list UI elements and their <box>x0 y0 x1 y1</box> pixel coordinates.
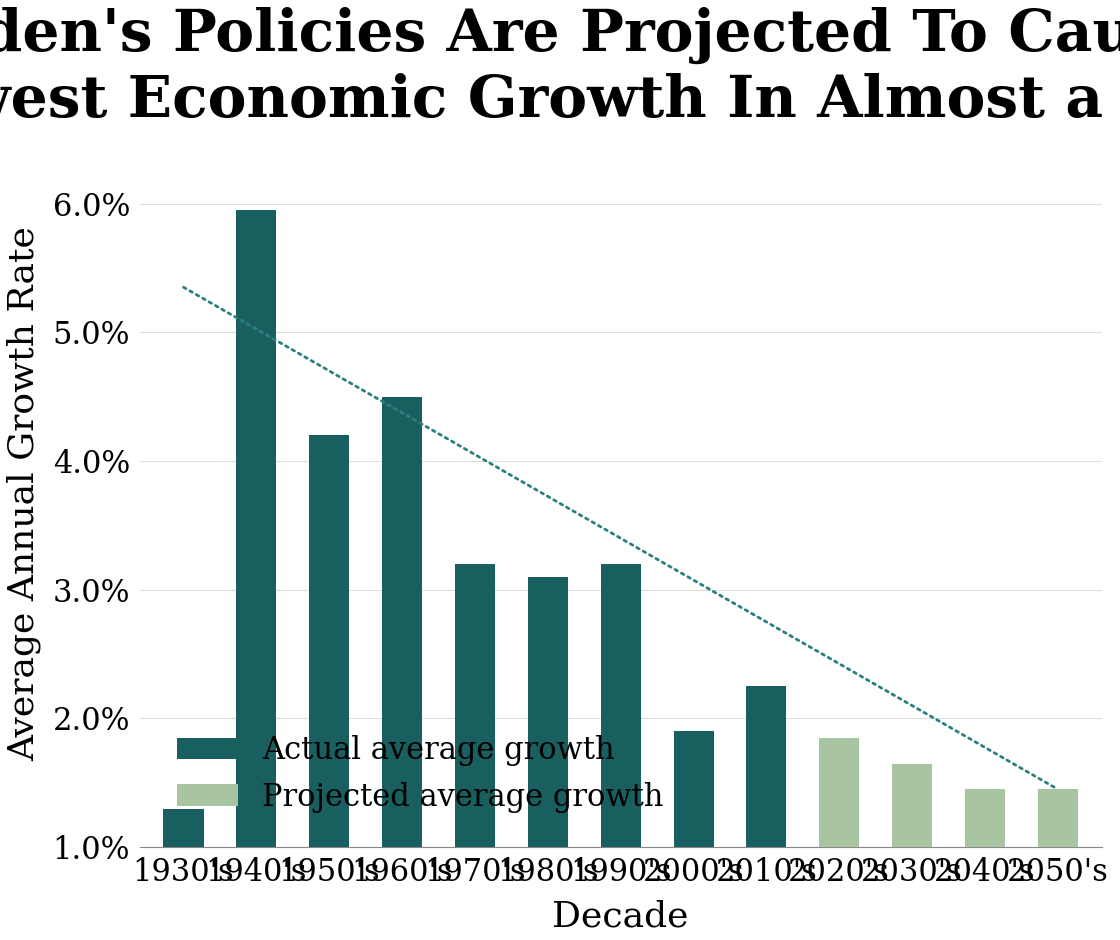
Bar <box>309 435 349 847</box>
Bar <box>746 686 786 847</box>
Title: Biden's Policies Are Projected To Cause the
Slowest Economic Growth In Almost a : Biden's Policies Are Projected To Cause … <box>0 7 1120 130</box>
Bar <box>893 763 932 847</box>
Bar <box>1038 790 1077 847</box>
Bar <box>528 577 568 847</box>
Y-axis label: Average Annual Growth Rate: Average Annual Growth Rate <box>7 226 41 760</box>
Bar <box>164 808 204 847</box>
Bar <box>819 738 859 847</box>
Bar <box>600 564 641 847</box>
Bar <box>455 564 495 847</box>
Bar <box>965 790 1005 847</box>
Bar <box>236 210 277 847</box>
Legend: Actual average growth, Projected average growth: Actual average growth, Projected average… <box>165 723 676 825</box>
Bar <box>673 731 713 847</box>
Bar <box>382 397 422 847</box>
X-axis label: Decade: Decade <box>552 899 689 933</box>
